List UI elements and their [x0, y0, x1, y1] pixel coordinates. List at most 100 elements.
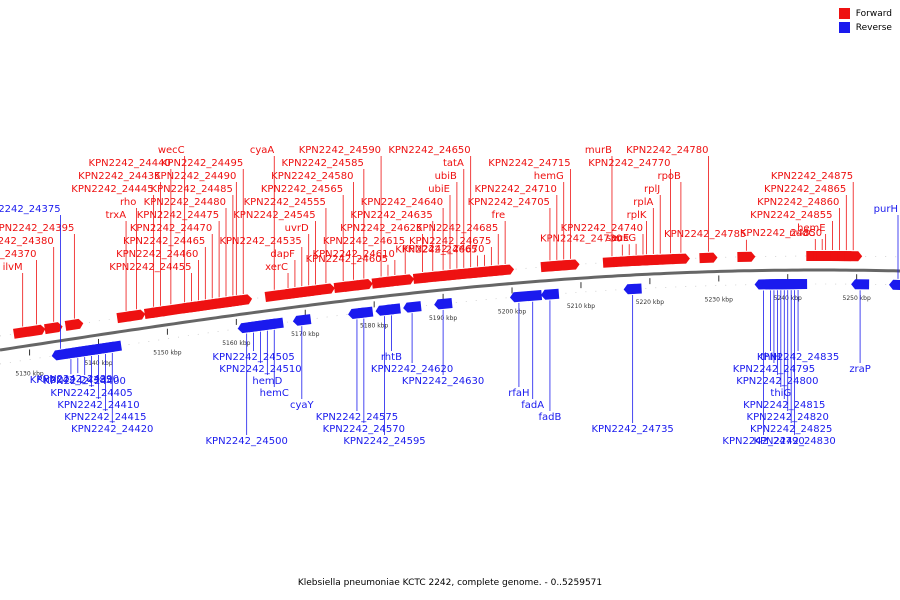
forward-gene-label: KPN2242_24635 [350, 210, 432, 221]
forward-gene-label: rho [120, 197, 136, 208]
forward-gene-KPN2242_24770 [661, 253, 680, 265]
forward-gene-label: KPN2242_24610 [313, 249, 395, 260]
forward-gene-label: KPN2242_24850 [740, 228, 822, 239]
forward-gene-label: trxA [106, 210, 127, 221]
legend-reverse: Reverse [838, 22, 892, 33]
reverse-gene-label: fadB [539, 412, 562, 423]
forward-swatch [838, 8, 850, 19]
forward-gene-label: KPN2242_24780 [626, 145, 708, 156]
reverse-gene-KPN2242_24835 [789, 279, 808, 290]
reverse-gene-label: thiH [760, 352, 781, 363]
forward-gene-rho [126, 309, 146, 322]
forward-gene-label: KPN2242_24495 [161, 158, 243, 169]
forward-gene-KPN2242_24395 [64, 318, 84, 331]
reverse-gene-label: KPN2242_24575 [316, 412, 398, 423]
forward-gene-ilvM [13, 326, 32, 339]
reverse-gene-label: KPN2242_24400 [44, 376, 126, 387]
reverse-gene-label: purH [874, 204, 898, 215]
forward-gene-KPN2242_24715 [561, 259, 580, 271]
reverse-gene-KPN2242_24620 [403, 301, 422, 313]
forward-gene-cyaA [264, 290, 284, 302]
legend-reverse-label: Reverse [855, 22, 892, 33]
reverse-gene-purH [889, 279, 900, 291]
axis-tick-label: 5170 kbp [291, 331, 319, 338]
forward-gene-label: dapF [270, 249, 295, 260]
forward-gene-label: KPN2242_24875 [771, 171, 853, 182]
reverse-gene-label: KPN2242_24420 [71, 424, 153, 435]
forward-gene-label: ubiB [435, 171, 457, 182]
forward-gene-label: nudC [789, 228, 815, 239]
forward-gene-fre [495, 264, 515, 276]
axis-tick-label: 5200 kbp [498, 308, 526, 315]
forward-gene-label: wecC [158, 145, 185, 156]
legend-forward-label: Forward [855, 8, 892, 19]
reverse-gene-label: KPN2242_24800 [736, 376, 818, 387]
forward-gene-label: KPN2242_24485 [151, 184, 233, 195]
reverse-gene-zraP [851, 279, 870, 290]
forward-gene-label: KPN2242_24565 [261, 184, 343, 195]
reverse-gene-KPN2242_24570 [354, 306, 374, 319]
forward-gene-label: KPN2242_24555 [244, 197, 326, 208]
axis-tick-label: 5220 kbp [636, 299, 664, 306]
axis-tick-label: 5150 kbp [153, 350, 181, 357]
forward-gene-label: KPN2242_24455 [109, 262, 191, 273]
forward-gene-label: KPN2242_24675 [409, 236, 491, 247]
forward-gene-label: KPN2242_24670 [402, 244, 484, 255]
reverse-gene-KPN2242_24630 [434, 298, 453, 310]
forward-gene-label: KPN2242_24640 [361, 197, 443, 208]
reverse-gene-label: hemC [260, 388, 289, 399]
forward-gene-KPN2242_24875 [844, 251, 863, 262]
forward-gene-label: fre [492, 210, 506, 221]
reverse-gene-label: KPN2242_24815 [743, 400, 825, 411]
forward-gene-label: KPN2242_24465 [123, 236, 205, 247]
reverse-gene-KPN2242_24420 [103, 340, 122, 353]
forward-gene-label: KPN2242_24580 [271, 171, 353, 182]
reverse-gene-label: KPN2242_24825 [750, 424, 832, 435]
forward-gene-label: KPN2242_24490 [154, 171, 236, 182]
forward-gene-label: KPN2242_24460 [116, 249, 198, 260]
forward-gene-label: ilvM [3, 262, 23, 273]
forward-gene-label: nusG [610, 233, 636, 244]
reverse-gene-fadB [540, 288, 560, 300]
genome-backbone [0, 255, 900, 365]
reverse-gene-label: KPN2242_24735 [591, 424, 673, 435]
forward-gene-label: KPN2242_24395 [0, 223, 74, 234]
forward-gene-KPN2242_24780 [699, 252, 718, 264]
reverse-gene-KPN2242_24735 [623, 283, 642, 295]
forward-gene-label: KPN2242_24710 [474, 184, 556, 195]
axis-tick-label: 5180 kbp [360, 322, 388, 329]
forward-gene-label: KPN2242_24650 [388, 145, 470, 156]
reverse-gene-label: rhtB [381, 352, 402, 363]
forward-gene-KPN2242_24380 [44, 322, 63, 335]
axis-tick-label: 5130 kbp [15, 370, 43, 377]
reverse-gene-label: KPN2242_24500 [206, 436, 288, 447]
forward-gene-label: KPN2242_24665 [395, 245, 477, 256]
reverse-swatch [838, 22, 850, 33]
reverse-gene-label: KPN2242_24830 [753, 436, 835, 447]
legend: Forward Reverse [838, 8, 892, 36]
forward-gene-label: KPN2242_24715 [488, 158, 570, 169]
genome-caption: Klebsiella pneumoniae KCTC 2242, complet… [297, 578, 603, 588]
reverse-gene-hemC [265, 317, 284, 330]
forward-gene-label: hemG [534, 171, 564, 182]
reverse-gene-label: hemD [252, 376, 282, 387]
gene-features [13, 250, 900, 361]
forward-gene-label: KPN2242_24785 [664, 229, 746, 240]
forward-gene-label: KPN2242_24740 [561, 223, 643, 234]
forward-gene-label: KPN2242_24770 [588, 158, 670, 169]
forward-gene-KPN2242_24370 [26, 324, 46, 337]
forward-gene-label: KPN2242_24445 [71, 184, 153, 195]
forward-gene-label: KPN2242_24615 [323, 236, 405, 247]
reverse-gene-label: KPN2242_24835 [757, 352, 839, 363]
reverse-gene-label: KPN2242_24375 [0, 204, 61, 215]
backbone-line [0, 268, 900, 352]
reverse-gene-label: KPN2242_24410 [57, 400, 139, 411]
axis-tick-label: 5210 kbp [567, 303, 595, 310]
forward-gene-label: KPN2242_24545 [233, 210, 315, 221]
reverse-gene-label: rfaH [508, 388, 529, 399]
forward-gene-label: KPN2242_24625 [340, 223, 422, 234]
forward-gene-label: KPN2242_24535 [219, 236, 301, 247]
forward-gene-KPN2242_24555 [316, 283, 335, 296]
forward-gene-label: secE [606, 233, 629, 244]
forward-gene-label: KPN2242_24440 [89, 158, 171, 169]
